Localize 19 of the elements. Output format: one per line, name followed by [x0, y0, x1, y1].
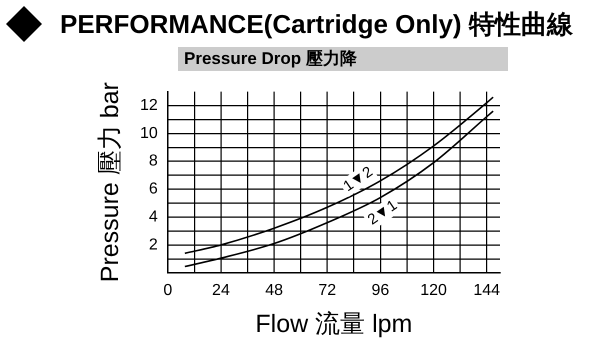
- chart-subtitle: Pressure Drop 壓力降: [178, 47, 508, 71]
- x-tick-label: 144: [473, 282, 500, 299]
- annotation: 1▼2: [340, 163, 376, 196]
- chart-title: PERFORMANCE(Cartridge Only) 特性曲線: [60, 8, 573, 40]
- y-tick-label: 12: [140, 96, 158, 114]
- x-tick-label: 96: [372, 282, 390, 299]
- y-tick-label: 8: [148, 152, 158, 170]
- x-tick-label: 72: [318, 282, 336, 299]
- x-tick-label: 24: [212, 282, 230, 299]
- x-axis-title: Flow 流量 lpm: [255, 310, 412, 338]
- y-tick-label: 6: [148, 180, 158, 198]
- y-axis-title: Pressure 壓力 bar: [96, 82, 124, 282]
- y-tick-label: 4: [148, 208, 158, 226]
- x-tick-label: 0: [163, 282, 172, 299]
- x-tick-label: 120: [420, 282, 448, 299]
- annotation: 2▼1: [364, 196, 400, 228]
- y-tick-label: 2: [148, 236, 158, 254]
- x-tick-label: 48: [265, 282, 284, 299]
- y-tick-label: 10: [140, 124, 158, 142]
